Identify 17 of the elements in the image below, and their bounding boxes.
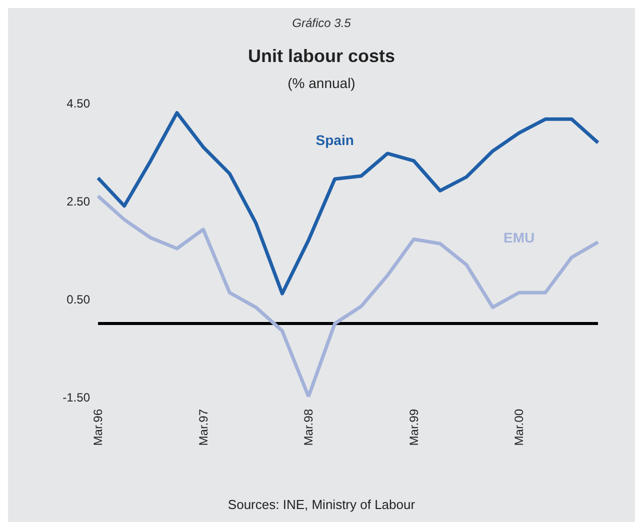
- chart-title: Unit labour costs: [246, 46, 396, 67]
- x-tick-label: Mar.97: [196, 408, 210, 446]
- line-series: [96, 111, 600, 296]
- x-tick-label: Mar.99: [406, 408, 421, 446]
- y-tick-label: 2.50: [66, 194, 90, 208]
- line-series: [96, 194, 600, 397]
- series-label: Spain: [316, 132, 354, 148]
- x-tick-label: Mar.96: [91, 408, 105, 446]
- x-tick-label: Mar.98: [302, 408, 316, 446]
- y-tick-label: -1.50: [62, 390, 90, 404]
- x-tick-label: Mar.00: [512, 408, 526, 446]
- y-tick-label: 0.50: [66, 292, 90, 306]
- text: Gráfico 3.5: [291, 15, 352, 30]
- y-tick-label: 4.50: [66, 96, 90, 110]
- text: EMU: [503, 230, 535, 246]
- source-note: Sources: INE, Ministry of Labour: [226, 497, 416, 512]
- chart-subtitle: (% annual): [286, 75, 356, 91]
